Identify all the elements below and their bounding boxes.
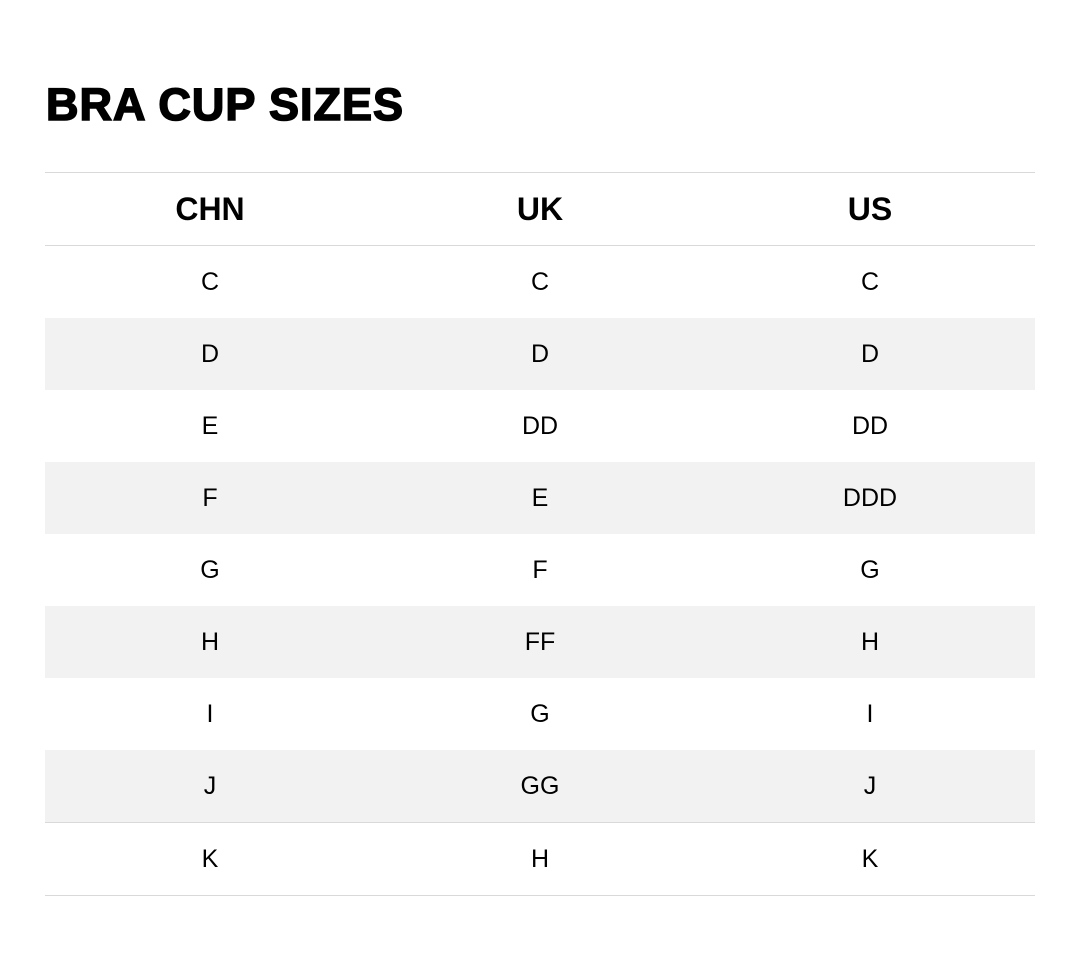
- cell-chn: H: [45, 606, 375, 678]
- cell-us: DD: [851, 411, 889, 440]
- cell-chn: F: [45, 462, 375, 534]
- cell-uk: FF: [375, 606, 705, 678]
- cell-uk: E: [375, 462, 705, 534]
- cell-us: DDD: [705, 462, 1035, 534]
- cell-chn: E: [201, 411, 219, 440]
- table-row: H FF H: [45, 606, 1035, 678]
- cell-us: D: [705, 318, 1035, 390]
- size-table: CHN UK US C C C D D D E DD DD F E DDD G F G H FF H I G I J GG J…: [45, 172, 1035, 896]
- cell-uk: D: [375, 318, 705, 390]
- cell-chn: K: [45, 822, 375, 896]
- header-us: US: [705, 172, 1035, 246]
- cell-chn: G: [200, 555, 220, 584]
- cell-uk: DD: [521, 411, 559, 440]
- cell-us: J: [705, 750, 1035, 823]
- table-row: F E DDD: [45, 462, 1035, 534]
- cell-us: G: [860, 555, 880, 584]
- cell-uk: H: [375, 822, 705, 896]
- table-row: J GG J: [45, 750, 1035, 823]
- cell-us: H: [705, 606, 1035, 678]
- cell-uk: GG: [375, 750, 705, 823]
- header-chn: CHN: [45, 172, 375, 246]
- cell-us: I: [866, 699, 874, 728]
- page-title: BRA CUP SIZES: [45, 78, 405, 131]
- header-uk: UK: [375, 172, 705, 246]
- cell-uk: C: [530, 267, 550, 296]
- table-header-row: CHN UK US: [45, 172, 1035, 246]
- cell-us: C: [860, 267, 880, 296]
- cell-chn: C: [200, 267, 220, 296]
- cell-uk: F: [532, 555, 548, 584]
- table-row: E DD DD: [45, 390, 1035, 462]
- cell-chn: I: [206, 699, 214, 728]
- cell-uk: G: [530, 699, 550, 728]
- cell-chn: D: [45, 318, 375, 390]
- cell-chn: J: [45, 750, 375, 823]
- cell-us: K: [705, 822, 1035, 896]
